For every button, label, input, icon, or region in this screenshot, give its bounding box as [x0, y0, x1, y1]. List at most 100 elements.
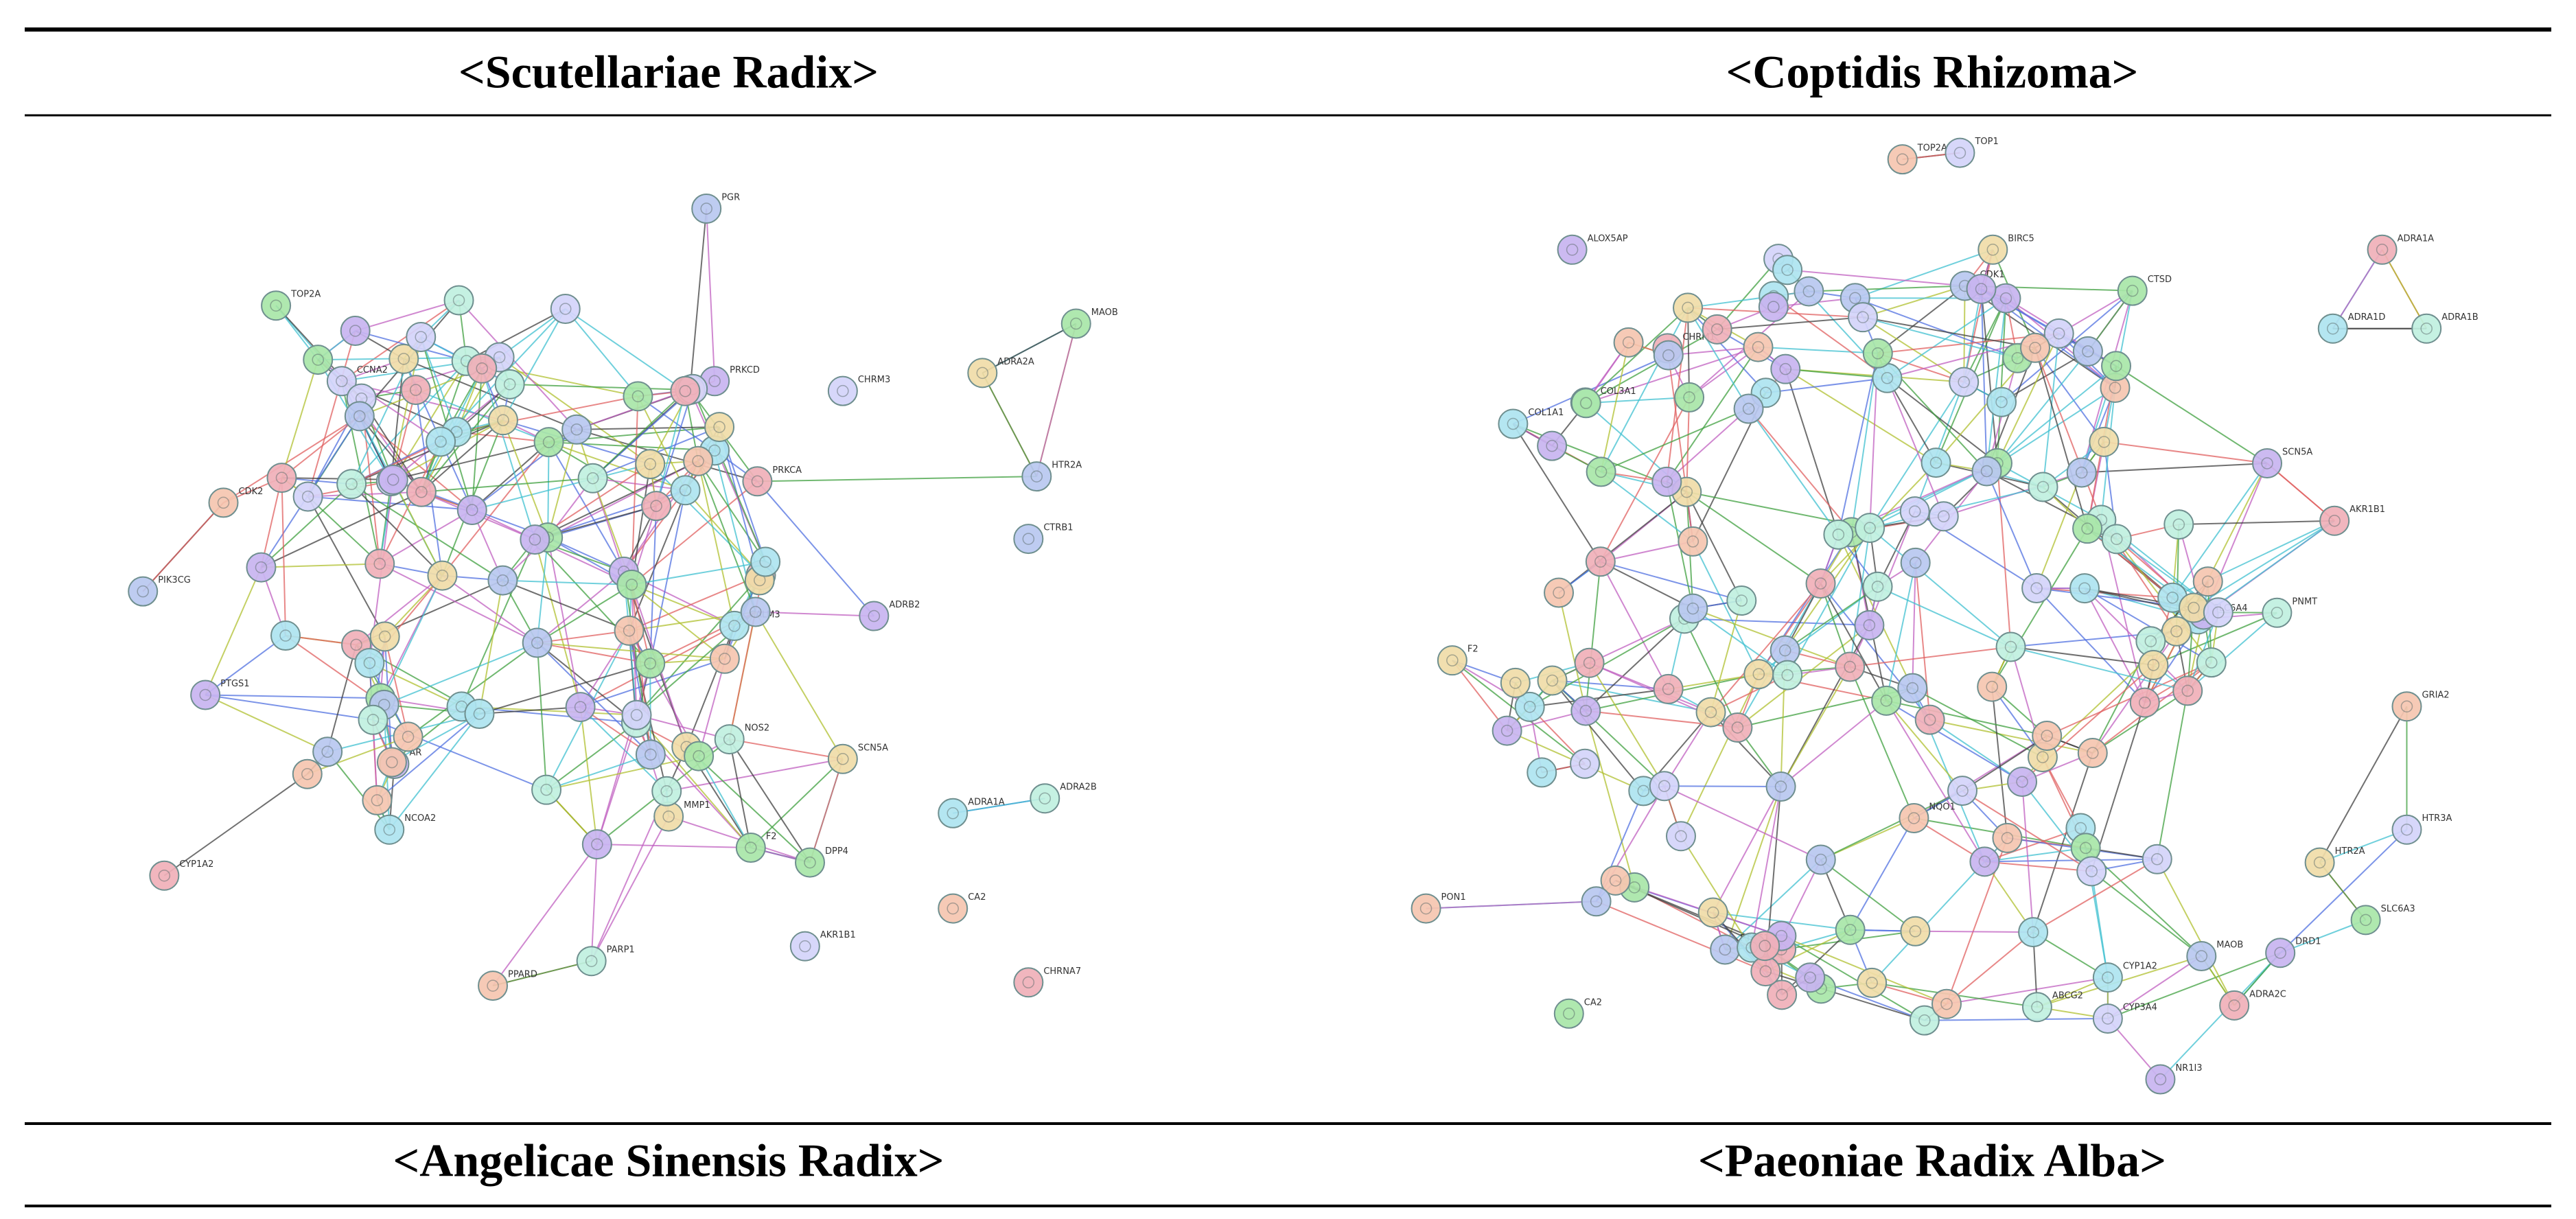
edge	[1585, 710, 1636, 888]
protein-node	[1750, 956, 1781, 987]
protein-node	[1726, 585, 1757, 616]
edge	[2034, 347, 2102, 520]
node-core	[487, 979, 499, 992]
edge	[1914, 382, 1965, 512]
protein-node	[270, 620, 301, 651]
protein-node	[1871, 685, 1902, 716]
edge	[502, 419, 549, 538]
node-core	[529, 533, 542, 546]
edge	[1885, 699, 2047, 736]
protein-node	[709, 643, 740, 674]
node-core	[1774, 780, 1787, 793]
protein-node	[2043, 318, 2074, 349]
edge	[1529, 688, 1669, 708]
node-label: AKR1B1	[2349, 504, 2385, 515]
protein-node	[1855, 513, 1885, 544]
node-core	[1579, 397, 1592, 410]
protein-node	[1805, 844, 1836, 875]
node-core	[496, 574, 509, 587]
protein-node	[2203, 597, 2233, 628]
protein-node	[576, 946, 607, 977]
protein-node	[1665, 821, 1696, 852]
protein-node	[2219, 990, 2250, 1021]
node-core	[1778, 644, 1791, 657]
node-core	[1563, 1008, 1575, 1020]
protein-node	[1977, 671, 2008, 702]
edge	[351, 483, 443, 577]
node-core	[415, 331, 427, 343]
node-core	[2400, 700, 2413, 712]
protein-node	[1945, 137, 1975, 168]
node-core	[799, 940, 811, 953]
node-core	[2075, 466, 2088, 479]
protein-node	[400, 375, 431, 406]
edge	[547, 537, 581, 708]
protein-node	[443, 285, 474, 316]
edge	[1849, 666, 1915, 819]
edge	[689, 208, 708, 391]
protein-node	[2117, 275, 2148, 306]
protein-node	[2304, 847, 2335, 878]
node-core	[1523, 701, 1536, 713]
protein-node	[1947, 776, 1978, 806]
node-core	[1682, 301, 1694, 314]
node-core	[1849, 292, 1861, 305]
node-label: CTRB1	[1043, 523, 1073, 533]
node-core	[2102, 971, 2114, 984]
node-core	[476, 362, 488, 375]
protein-node	[1794, 276, 1824, 307]
protein-node	[478, 971, 509, 1001]
edge	[596, 844, 751, 849]
node-core	[1710, 323, 1724, 336]
edge	[1712, 786, 1782, 914]
protein-node	[938, 798, 968, 828]
node-core	[2400, 823, 2413, 836]
edge	[546, 755, 699, 791]
node-core	[336, 375, 348, 388]
node-core	[1832, 529, 1845, 541]
edge	[1552, 680, 1711, 713]
edge	[534, 539, 581, 708]
edge	[1558, 592, 1587, 711]
protein-node	[2179, 592, 2209, 623]
protein-node	[1966, 274, 1997, 305]
node-core	[1759, 965, 1772, 977]
node-core	[586, 472, 599, 485]
protein-node	[1030, 783, 1060, 814]
protein-node	[358, 704, 388, 735]
node-core	[452, 294, 465, 307]
edge	[1869, 527, 2012, 648]
edge	[1758, 346, 1878, 354]
node-core	[312, 353, 324, 366]
node-core	[1896, 153, 1909, 165]
edge	[750, 758, 844, 848]
node-core	[373, 557, 386, 570]
edge	[1885, 700, 2023, 782]
node-core	[1030, 470, 1043, 483]
edge	[1877, 285, 1966, 354]
node-label: CA2	[1584, 997, 1602, 1008]
edge	[1785, 585, 1879, 651]
node-core	[1752, 340, 1765, 353]
protein-node	[750, 546, 781, 577]
edge	[1997, 351, 2089, 464]
edge	[205, 567, 262, 695]
protein-node	[1411, 893, 1441, 924]
protein-node	[406, 476, 437, 507]
node-core	[2031, 1001, 2043, 1013]
edge	[1996, 463, 2012, 647]
protein-node	[2101, 351, 2132, 382]
node-core	[1594, 465, 1608, 478]
edge	[2104, 441, 2268, 464]
node-core	[279, 629, 292, 642]
node-core	[1863, 619, 1876, 631]
edge	[471, 368, 483, 511]
node-core	[1622, 336, 1635, 349]
node-core	[947, 807, 959, 820]
edge	[281, 478, 287, 636]
node-core	[1546, 674, 1559, 687]
node-core	[692, 455, 704, 467]
edge	[2279, 919, 2366, 954]
node-core	[1781, 669, 1794, 682]
node-label: CCNA2	[357, 365, 388, 375]
